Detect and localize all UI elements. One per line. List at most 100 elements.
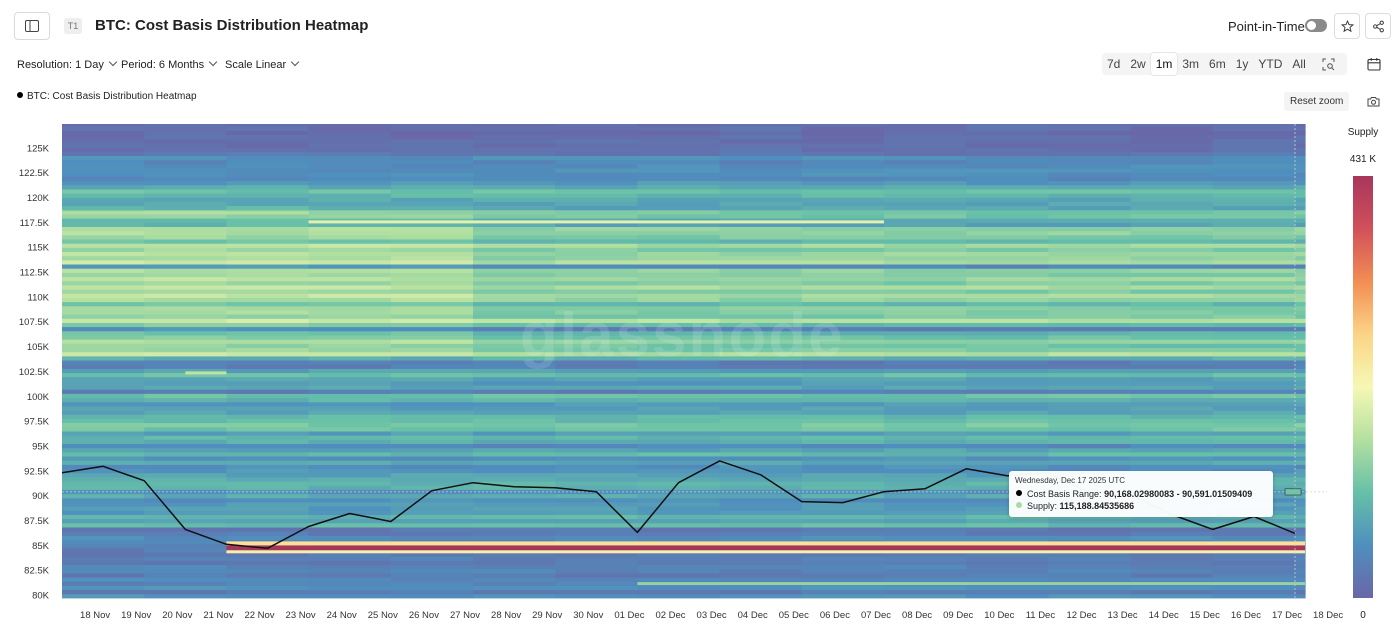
x-tick-label: 14 Dec: [1149, 610, 1179, 621]
favorite-button[interactable]: [1334, 13, 1360, 39]
x-tick-label: 10 Dec: [984, 610, 1014, 621]
x-tick-label: 19 Nov: [121, 610, 151, 621]
range-3m[interactable]: 3m: [1182, 57, 1200, 71]
x-tick-label: 27 Nov: [450, 610, 480, 621]
sidebar-toggle-button[interactable]: [14, 12, 50, 40]
x-tick-label: 25 Nov: [368, 610, 398, 621]
range-2w[interactable]: 2w: [1130, 57, 1146, 71]
range-1m[interactable]: 1m: [1150, 53, 1178, 75]
heatmap-bands: [62, 211, 1305, 586]
x-tick-label: 13 Dec: [1108, 610, 1138, 621]
range-6m[interactable]: 6m: [1209, 57, 1226, 71]
y-tick-label: 105K: [27, 342, 50, 353]
colorbar-gradient: [1353, 176, 1373, 598]
range-all[interactable]: All: [1292, 57, 1306, 71]
colorbar-max-label: 431 K: [1350, 154, 1376, 165]
x-tick-label: 17 Dec: [1272, 610, 1302, 621]
tooltip-range-dot-icon: [1016, 490, 1022, 496]
x-axis: 18 Nov 19 Nov 20 Nov 21 Nov 22 Nov 23 Nov 24 N…: [80, 610, 1343, 621]
zoom-select-icon: [1322, 58, 1335, 70]
y-tick-label: 117.5K: [20, 218, 50, 229]
x-tick-label: 02 Dec: [655, 610, 685, 621]
top-bar: T1 BTC: Cost Basis Distribution Heatmap …: [0, 0, 1400, 52]
tooltip-supply-row: Supply: 115,188.84535686: [1015, 500, 1267, 512]
y-tick-label: 90K: [32, 491, 50, 502]
heatmap-band: [308, 220, 885, 224]
scale-label: Scale Linear: [225, 59, 287, 71]
controls-row: Resolution: 1 Day Period: 6 Months Scale…: [0, 52, 1400, 82]
y-tick-label: 92.5K: [24, 466, 49, 477]
y-tick-label: 112.5K: [20, 268, 50, 279]
selected-bin: [1284, 488, 1302, 496]
x-tick-label: 26 Nov: [409, 610, 439, 621]
x-tick-label: 20 Nov: [162, 610, 192, 621]
crosshair: [62, 124, 1327, 598]
range-1y[interactable]: 1y: [1235, 57, 1249, 71]
camera-icon: [1367, 96, 1379, 106]
colorbar-title: Supply: [1348, 127, 1379, 138]
scale-dropdown[interactable]: Scale Linear: [225, 57, 300, 71]
tooltip-range-value: 90,168.02980083 - 90,591.01509409: [1104, 489, 1253, 499]
tier-badge: T1: [64, 18, 82, 34]
heatmap-band: [637, 582, 1305, 586]
x-tick-label: 07 Dec: [861, 610, 891, 621]
heatmap-cells: [62, 124, 1306, 599]
calendar-icon: [1367, 58, 1381, 71]
tooltip-date: Wednesday, Dec 17 2025 UTC: [1015, 476, 1125, 485]
point-in-time-toggle[interactable]: [1305, 19, 1327, 32]
tooltip-range-row: Cost Basis Range: 90,168.02980083 - 90,5…: [1015, 488, 1267, 500]
y-tick-label: 120K: [27, 193, 50, 204]
zoom-select-button[interactable]: [1311, 53, 1347, 75]
x-tick-label: 06 Dec: [820, 610, 850, 621]
y-tick-label: 95K: [32, 442, 50, 453]
y-tick-label: 100K: [27, 392, 50, 403]
x-tick-label: 04 Dec: [738, 610, 768, 621]
y-tick-label: 107.5K: [19, 317, 50, 328]
x-tick-label: 08 Dec: [902, 610, 932, 621]
legend-dot-icon: [17, 92, 23, 98]
x-tick-label: 28 Nov: [491, 610, 521, 621]
y-tick-label: 80K: [32, 591, 50, 602]
x-tick-label: 05 Dec: [779, 610, 809, 621]
star-icon: [1340, 19, 1354, 32]
y-tick-label: 122.5K: [19, 168, 50, 179]
reset-zoom-button[interactable]: Reset zoom: [1284, 92, 1350, 111]
colorbar-min-label: 0: [1360, 610, 1366, 621]
x-tick-label: 30 Nov: [573, 610, 603, 621]
y-tick-label: 87.5K: [24, 516, 49, 527]
resolution-dropdown[interactable]: Resolution: 1 Day: [17, 57, 118, 71]
calendar-button[interactable]: [1360, 52, 1388, 76]
tooltip-range-label: Cost Basis Range:: [1027, 489, 1102, 499]
period-dropdown[interactable]: Period: 6 Months: [121, 57, 218, 71]
x-tick-label: 22 Nov: [244, 610, 274, 621]
range-selector: 7d 2w 1m 3m 6m 1y YTD All: [1102, 53, 1347, 75]
x-tick-label: 24 Nov: [327, 610, 357, 621]
chart-legend[interactable]: BTC: Cost Basis Distribution Heatmap: [17, 91, 197, 102]
y-tick-label: 82.5K: [24, 566, 49, 577]
range-7d[interactable]: 7d: [1107, 57, 1121, 71]
x-tick-label: 12 Dec: [1066, 610, 1096, 621]
x-tick-label: 03 Dec: [697, 610, 727, 621]
x-tick-label: 18 Dec: [1313, 610, 1343, 621]
x-tick-label: 11 Dec: [1026, 610, 1056, 621]
point-in-time-label: Point-in-Time: [1228, 19, 1305, 34]
y-tick-label: 97.5K: [24, 417, 49, 428]
y-tick-label: 110K: [28, 292, 50, 303]
resolution-label: Resolution: 1 Day: [17, 59, 104, 71]
heatmap-band: [226, 541, 1305, 546]
y-tick-label: 125K: [27, 143, 50, 154]
tooltip-supply-value: 115,188.84535686: [1059, 501, 1135, 511]
tooltip-supply-label: Supply:: [1027, 501, 1058, 511]
x-tick-label: 16 Dec: [1231, 610, 1261, 621]
period-label: Period: 6 Months: [121, 59, 205, 71]
y-tick-label: 115K: [28, 243, 50, 254]
x-tick-label: 29 Nov: [532, 610, 562, 621]
screenshot-button[interactable]: [1363, 92, 1383, 110]
heatmap-band: [185, 371, 227, 375]
x-tick-label: 01 Dec: [614, 610, 644, 621]
x-tick-label: 23 Nov: [286, 610, 316, 621]
y-axis: 80K 82.5K 85K 87.5K 90K 92.5K 95K 97.5K 100K 102.…: [19, 143, 50, 601]
share-button[interactable]: [1365, 13, 1391, 39]
range-ytd[interactable]: YTD: [1258, 57, 1283, 71]
